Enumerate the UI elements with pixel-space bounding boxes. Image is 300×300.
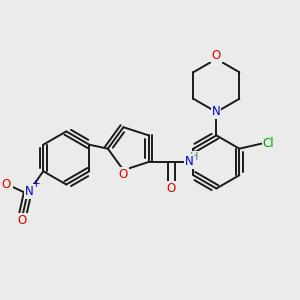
Text: N: N <box>212 105 220 118</box>
Text: N: N <box>185 155 194 168</box>
Text: O: O <box>17 214 27 227</box>
Text: +: + <box>32 179 41 189</box>
Text: O: O <box>167 182 176 195</box>
Text: O: O <box>2 178 11 191</box>
Text: O: O <box>212 49 221 62</box>
Text: O: O <box>119 168 128 182</box>
Text: Cl: Cl <box>263 137 274 150</box>
Text: H: H <box>190 152 199 162</box>
Text: N: N <box>25 185 34 198</box>
